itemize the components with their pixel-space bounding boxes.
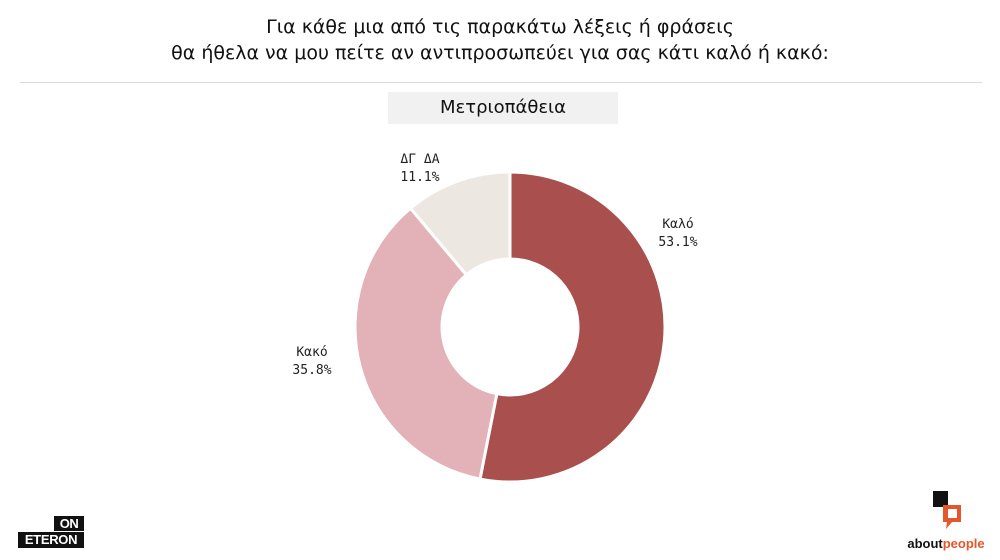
slice-2-value: 35.8%	[292, 363, 331, 378]
heading-line-1: Για κάθε μια από τις παρακάτω λέξεις ή φ…	[266, 16, 734, 38]
wordmark-people: people	[942, 536, 985, 551]
chart-title-box: Μετριοπάθεια	[388, 92, 618, 124]
slice-3-label: ΔΓ ΔΑ	[400, 152, 439, 167]
aboutpeople-mark-icon	[933, 491, 961, 529]
on-eteron-logo: ON ETERON	[18, 516, 84, 548]
heading-line-2: θα ήθελα να μου πείτε αν αντιπροσωπεύει …	[171, 42, 829, 64]
aboutpeople-wordmark: aboutpeople	[900, 536, 992, 552]
aboutpeople-logo: aboutpeople	[900, 490, 992, 552]
slice-2	[353, 206, 499, 481]
chart-heading: Για κάθε μια από τις παρακάτω λέξεις ή φ…	[0, 14, 1000, 66]
logo-on-text: ON	[54, 516, 84, 531]
chart-title: Μετριοπάθεια	[439, 97, 567, 118]
logo-eteron-text: ETERON	[18, 532, 84, 548]
slice-3-value: 11.1%	[400, 170, 439, 185]
slice-1-label: Καλό	[662, 217, 693, 232]
slice-1-value: 53.1%	[658, 235, 697, 250]
slice-1	[478, 170, 667, 484]
header-divider	[20, 82, 982, 83]
slice-2-label: Κακό	[296, 345, 327, 360]
slice-3	[408, 170, 512, 277]
wordmark-about: about	[907, 536, 943, 551]
